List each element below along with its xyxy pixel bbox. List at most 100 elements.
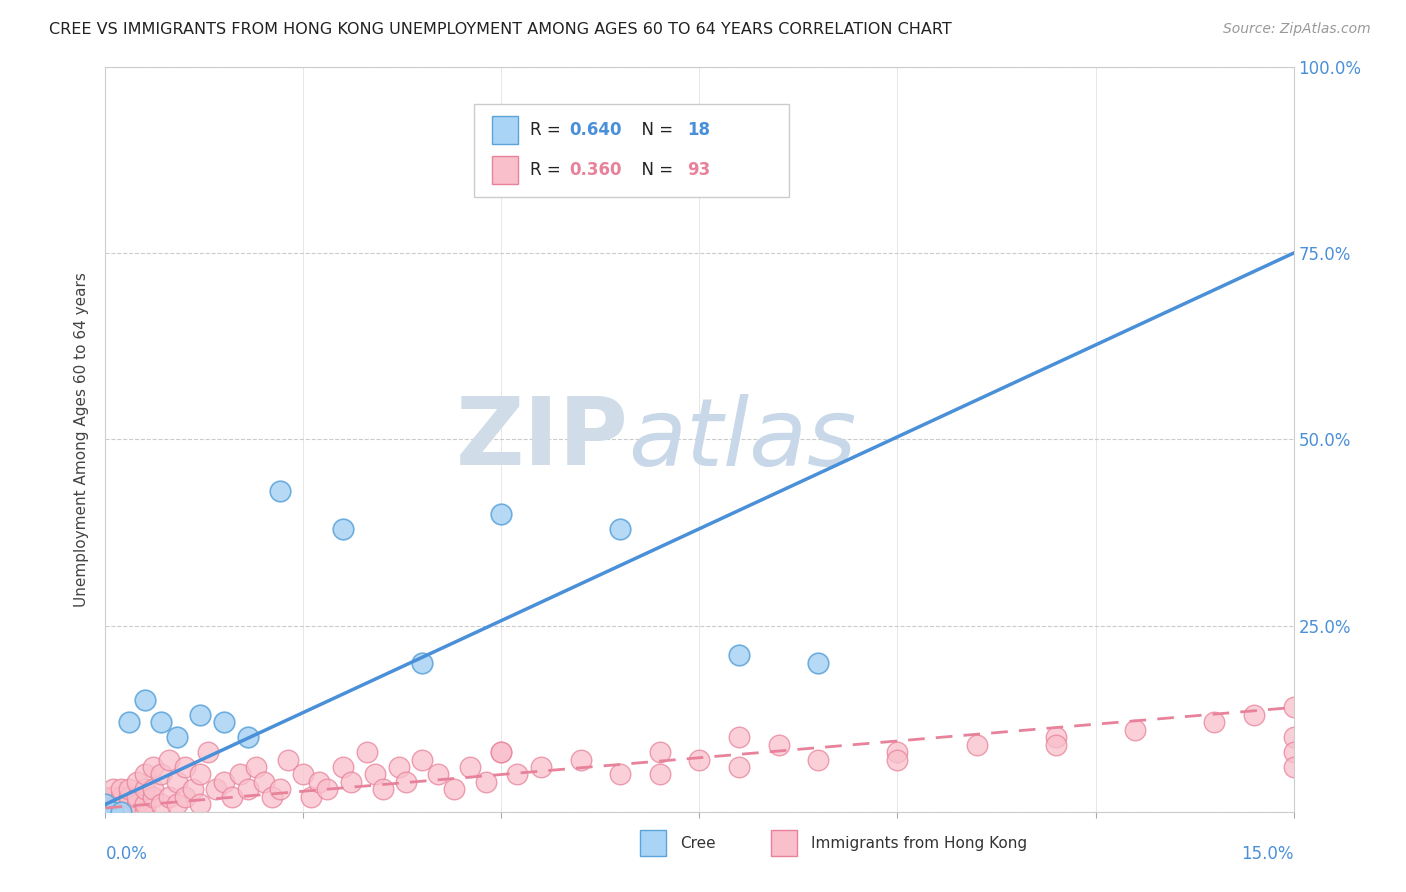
Point xyxy=(127,775,149,789)
Point xyxy=(236,730,259,744)
Point xyxy=(127,797,149,812)
Point xyxy=(886,753,908,767)
Point xyxy=(332,760,354,774)
Text: 15.0%: 15.0% xyxy=(1241,846,1294,863)
Point xyxy=(110,797,132,812)
Point xyxy=(142,789,165,804)
Point xyxy=(134,693,156,707)
Point xyxy=(728,730,751,744)
Point xyxy=(103,782,125,797)
Point xyxy=(966,738,988,752)
Point xyxy=(648,767,671,781)
Text: CREE VS IMMIGRANTS FROM HONG KONG UNEMPLOYMENT AMONG AGES 60 TO 64 YEARS CORRELA: CREE VS IMMIGRANTS FROM HONG KONG UNEMPL… xyxy=(49,22,952,37)
Point xyxy=(205,782,228,797)
Point xyxy=(340,775,363,789)
Point xyxy=(1204,715,1226,730)
Text: 0.640: 0.640 xyxy=(569,121,621,139)
Point xyxy=(886,745,908,759)
Point xyxy=(1282,700,1305,714)
Point xyxy=(609,522,631,536)
Point xyxy=(166,730,188,744)
Point xyxy=(166,775,188,789)
Point xyxy=(103,805,125,819)
Point xyxy=(103,805,125,819)
Point xyxy=(395,775,418,789)
Point xyxy=(728,648,751,663)
Point xyxy=(214,775,236,789)
Text: Cree: Cree xyxy=(681,836,716,851)
Point xyxy=(236,782,259,797)
Text: N =: N = xyxy=(630,121,678,139)
FancyBboxPatch shape xyxy=(640,830,666,856)
Point xyxy=(157,753,180,767)
Point xyxy=(458,760,481,774)
Text: atlas: atlas xyxy=(628,393,856,485)
Point xyxy=(569,753,592,767)
Point xyxy=(118,789,141,804)
Point xyxy=(110,782,132,797)
Point xyxy=(411,656,433,670)
Point xyxy=(118,797,141,812)
Point xyxy=(190,707,212,722)
Y-axis label: Unemployment Among Ages 60 to 64 years: Unemployment Among Ages 60 to 64 years xyxy=(75,272,90,607)
Point xyxy=(110,805,132,819)
Point xyxy=(689,753,711,767)
FancyBboxPatch shape xyxy=(474,104,789,197)
Point xyxy=(103,797,125,812)
Point xyxy=(94,797,117,812)
Point xyxy=(316,782,339,797)
Point xyxy=(1123,723,1146,737)
Point xyxy=(149,715,172,730)
Point xyxy=(157,789,180,804)
Point xyxy=(506,767,529,781)
Point xyxy=(229,767,252,781)
Point xyxy=(118,782,141,797)
Text: R =: R = xyxy=(530,121,565,139)
Point xyxy=(118,805,141,819)
Point xyxy=(807,656,830,670)
Point xyxy=(190,797,212,812)
Point xyxy=(197,745,219,759)
Point xyxy=(332,522,354,536)
Point xyxy=(609,767,631,781)
Point xyxy=(173,789,195,804)
Text: 0.360: 0.360 xyxy=(569,161,621,178)
Point xyxy=(245,760,267,774)
FancyBboxPatch shape xyxy=(492,116,517,145)
Point xyxy=(292,767,315,781)
Text: N =: N = xyxy=(630,161,678,178)
Point xyxy=(149,797,172,812)
Text: ZIP: ZIP xyxy=(456,393,628,485)
Text: 0.0%: 0.0% xyxy=(105,846,148,863)
Point xyxy=(190,767,212,781)
Point xyxy=(134,767,156,781)
Point xyxy=(443,782,465,797)
Point xyxy=(110,793,132,807)
Point xyxy=(118,715,141,730)
Point xyxy=(103,789,125,804)
Point xyxy=(253,775,276,789)
Point xyxy=(728,760,751,774)
Point xyxy=(530,760,553,774)
Point xyxy=(269,484,291,499)
Point xyxy=(94,805,117,819)
Point xyxy=(1282,745,1305,759)
Point xyxy=(134,805,156,819)
Point xyxy=(142,760,165,774)
Point xyxy=(1282,760,1305,774)
Point xyxy=(474,775,496,789)
Point xyxy=(768,738,790,752)
Point xyxy=(173,760,195,774)
Point xyxy=(214,715,236,730)
FancyBboxPatch shape xyxy=(492,155,517,184)
Point xyxy=(94,801,117,815)
Point xyxy=(110,789,132,804)
Text: 18: 18 xyxy=(688,121,710,139)
Point xyxy=(491,745,513,759)
Text: Source: ZipAtlas.com: Source: ZipAtlas.com xyxy=(1223,22,1371,37)
Point xyxy=(491,745,513,759)
Text: 93: 93 xyxy=(688,161,711,178)
Point xyxy=(134,782,156,797)
Point xyxy=(308,775,330,789)
Point xyxy=(277,753,299,767)
